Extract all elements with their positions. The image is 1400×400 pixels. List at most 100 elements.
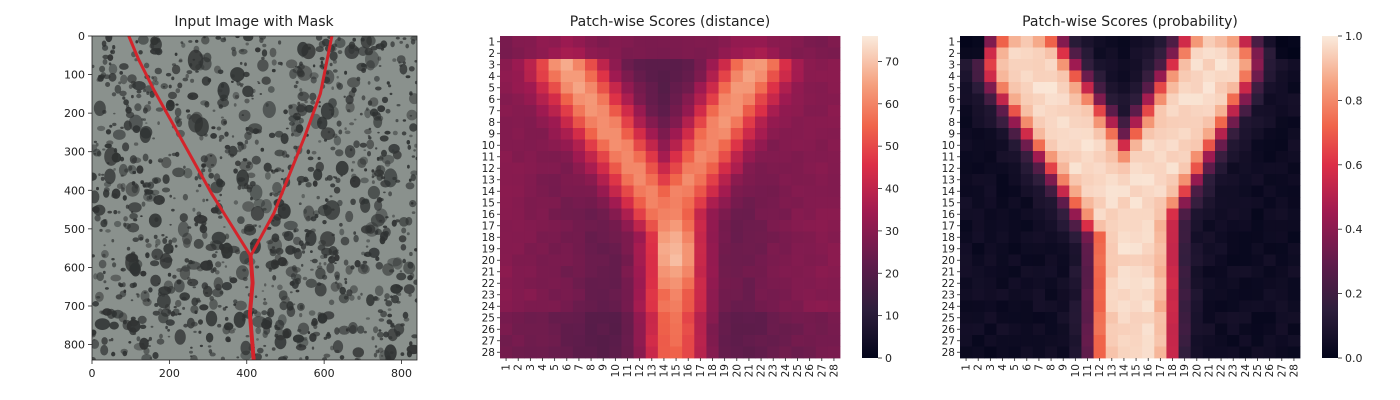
image-speckle (407, 164, 410, 169)
image-speckle (163, 243, 174, 254)
heatmap-cell (1275, 300, 1289, 313)
image-speckle (130, 299, 134, 302)
heatmap-cell (633, 174, 647, 186)
heatmap-cell (560, 116, 574, 129)
heatmap-xtick-label: 9 (1058, 364, 1070, 371)
image-speckle (329, 51, 338, 61)
heatmap-cell (827, 93, 841, 106)
image-speckle (205, 198, 209, 202)
heatmap-cell (633, 70, 647, 83)
image-speckle (414, 248, 417, 252)
heatmap-cell (1069, 116, 1082, 129)
heatmap-cell (1069, 128, 1082, 140)
heatmap-cell (536, 208, 549, 221)
image-speckle (187, 226, 192, 229)
image-speckle (156, 338, 165, 345)
heatmap-cell (815, 82, 829, 94)
heatmap-cell (742, 47, 756, 60)
heatmap-cell (1263, 93, 1277, 106)
heatmap-cell (827, 231, 841, 244)
heatmap-cell (1093, 197, 1107, 209)
image-speckle (122, 96, 126, 100)
heatmap-cell (706, 185, 719, 198)
image-speckle (173, 279, 185, 293)
heatmap-cell (1154, 231, 1167, 244)
heatmap-cell (1142, 93, 1155, 106)
heatmap-cell (1275, 59, 1289, 71)
heatmap-cell (972, 151, 985, 163)
heatmap-cell (694, 254, 707, 267)
image-speckle (187, 92, 199, 100)
image-speckle (106, 162, 110, 165)
heatmap-cell (972, 277, 985, 290)
heatmap-cell (1154, 162, 1167, 175)
heatmap-cell (500, 128, 513, 140)
image-speckle (207, 78, 212, 83)
heatmap-cell (1202, 151, 1216, 163)
image-speckle (343, 295, 349, 300)
heatmap-cell (1190, 185, 1204, 198)
heatmap-cell (682, 323, 695, 336)
heatmap-cell (500, 266, 513, 278)
heatmap-xtick-label: 4 (537, 364, 549, 371)
heatmap-cell (730, 254, 744, 267)
heatmap-cell (1117, 82, 1131, 94)
heatmap-cell (755, 300, 768, 313)
heatmap-cell (585, 266, 598, 278)
image-speckle (387, 328, 398, 342)
heatmap-cell (1057, 231, 1070, 244)
image-speckle (221, 247, 231, 254)
heatmap-cell (960, 335, 973, 347)
heatmap-cell (1275, 70, 1289, 83)
image-speckle (409, 134, 413, 138)
heatmap-cell (960, 162, 973, 175)
image-speckle (373, 326, 379, 334)
image-speckle (131, 181, 136, 186)
heatmap-cell (1057, 312, 1070, 324)
image-speckle (131, 83, 137, 89)
image-speckle (273, 193, 279, 197)
heatmap-cell (609, 93, 622, 106)
heatmap-cell (1117, 208, 1131, 221)
heatmap-cell (779, 162, 792, 175)
heatmap-cell (1251, 185, 1264, 198)
heatmap-cell (548, 346, 562, 359)
heatmap-cell (827, 243, 841, 255)
heatmap-cell (767, 70, 780, 83)
heatmap-cell (1227, 254, 1240, 267)
heatmap-cell (694, 231, 707, 244)
image-speckle (400, 244, 407, 251)
heatmap-cell (1227, 197, 1240, 209)
image-speckle (204, 101, 210, 108)
heatmap-cell (791, 59, 804, 71)
heatmap-cell (1287, 208, 1301, 221)
heatmap-cell (1251, 220, 1264, 232)
heatmap-cell (1081, 300, 1094, 313)
heatmap-cell (585, 70, 598, 83)
heatmap-cell (1227, 82, 1240, 94)
image-speckle (215, 36, 222, 40)
heatmap-cell (1008, 139, 1022, 152)
heatmap-cell (1020, 47, 1034, 60)
heatmap-cell (512, 208, 525, 221)
heatmap-cell (572, 254, 586, 267)
heatmap-cell (1020, 174, 1034, 186)
heatmap-cell (815, 243, 829, 255)
image-speckle (171, 237, 177, 243)
heatmap-cell (1045, 323, 1058, 336)
heatmap-cell (1227, 162, 1240, 175)
image-speckle (256, 338, 259, 341)
image-speckle (388, 84, 392, 88)
heatmap-cell (585, 105, 598, 117)
heatmap-cell (706, 300, 719, 313)
heatmap-cell (1130, 243, 1143, 255)
heatmap-cell (682, 220, 695, 232)
heatmap-xtick-label: 20 (731, 364, 743, 377)
heatmap-cell (1166, 162, 1179, 175)
heatmap-cell (791, 139, 804, 152)
heatmap-cell (645, 266, 659, 278)
heatmap-cell (1178, 151, 1192, 163)
image-speckle (140, 290, 150, 302)
heatmap-cell (1045, 93, 1058, 106)
heatmap-cell (767, 82, 780, 94)
